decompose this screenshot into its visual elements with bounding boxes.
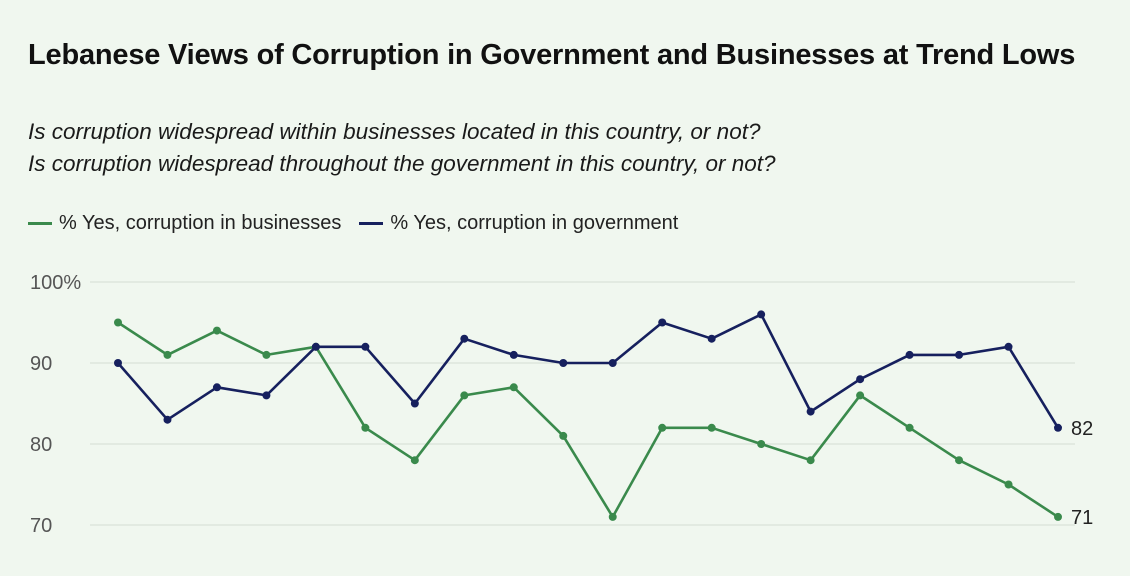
series-line-businesses <box>117 321 1059 519</box>
data-point-government-15 <box>856 375 865 384</box>
data-point-government-16 <box>905 350 914 359</box>
y-axis-ticks: 100% 90 80 70 <box>30 272 81 537</box>
data-point-government-0 <box>114 359 122 367</box>
data-point-businesses-16 <box>905 423 914 432</box>
data-point-government-3 <box>262 391 271 400</box>
legend-item-government: % Yes, corruption in government <box>359 212 678 235</box>
data-point-businesses-14 <box>806 456 815 465</box>
data-point-businesses-6 <box>410 456 419 465</box>
legend-swatch-businesses <box>28 222 52 225</box>
data-point-government-18 <box>1004 342 1013 351</box>
data-point-government-11 <box>658 318 667 327</box>
subtitle-line-businesses: Is corruption widespread within business… <box>28 119 761 144</box>
data-point-government-13 <box>757 310 766 319</box>
data-point-businesses-9 <box>559 431 568 440</box>
legend-swatch-government <box>359 222 384 225</box>
y-tick-label-70: 70 <box>30 515 52 537</box>
data-point-businesses-13 <box>757 440 766 448</box>
data-point-businesses-10 <box>608 512 617 521</box>
chart-legend: % Yes, corruption in businesses % Yes, c… <box>28 212 696 235</box>
data-point-businesses-1 <box>163 350 172 359</box>
data-point-businesses-7 <box>460 391 469 400</box>
series-line-government <box>117 313 1060 429</box>
series-lines <box>114 310 1062 521</box>
data-point-government-17 <box>955 350 964 359</box>
data-point-government-12 <box>707 334 716 343</box>
legend-label-businesses: % Yes, corruption in businesses <box>59 212 342 234</box>
data-point-businesses-8 <box>509 383 518 392</box>
data-point-government-14 <box>806 407 815 416</box>
y-tick-label-100: 100% <box>30 272 81 294</box>
data-point-businesses-17 <box>955 456 964 465</box>
grid-lines <box>90 281 1075 526</box>
end-label-government: 82 <box>1071 418 1093 440</box>
chart-subtitle: Is corruption widespread within business… <box>28 116 1108 180</box>
y-tick-label-90: 90 <box>30 353 52 375</box>
data-point-government-9 <box>559 359 568 367</box>
data-point-government-1 <box>163 415 172 424</box>
data-point-government-6 <box>410 399 419 408</box>
data-point-government-4 <box>311 342 320 351</box>
data-point-government-7 <box>460 334 469 343</box>
data-point-businesses-11 <box>658 423 667 432</box>
y-tick-label-80: 80 <box>30 434 52 456</box>
data-point-businesses-3 <box>262 350 271 359</box>
legend-label-government: % Yes, corruption in government <box>390 212 679 234</box>
data-point-businesses-12 <box>707 423 716 432</box>
subtitle-line-government: Is corruption widespread throughout the … <box>28 151 776 176</box>
chart-title: Lebanese Views of Corruption in Governme… <box>28 39 1076 71</box>
data-point-government-8 <box>509 350 518 359</box>
data-point-businesses-2 <box>212 326 221 335</box>
data-point-businesses-5 <box>361 423 370 432</box>
data-point-businesses-18 <box>1004 480 1013 489</box>
data-point-government-10 <box>608 359 617 367</box>
data-point-government-2 <box>212 383 221 392</box>
data-point-businesses-19 <box>1054 512 1062 521</box>
legend-item-businesses: % Yes, corruption in businesses <box>28 212 341 235</box>
end-labels: 71 82 <box>1071 418 1093 529</box>
data-point-government-5 <box>361 342 370 351</box>
data-point-businesses-15 <box>856 391 865 400</box>
end-label-businesses: 71 <box>1071 507 1093 529</box>
data-point-businesses-0 <box>114 318 122 327</box>
data-point-government-19 <box>1054 423 1062 432</box>
